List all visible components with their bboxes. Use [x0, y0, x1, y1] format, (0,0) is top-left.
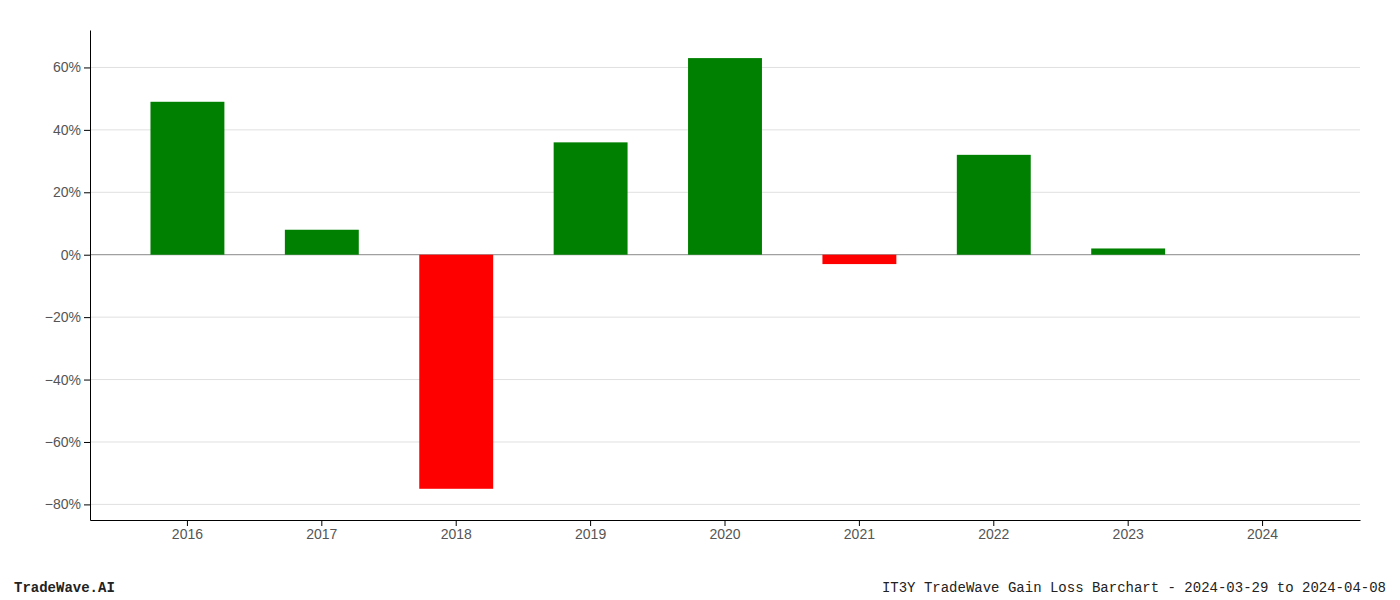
grid-line: [90, 379, 1360, 380]
bar: [957, 155, 1031, 255]
x-tick: 2023: [1113, 520, 1144, 542]
x-tick-label: 2017: [306, 526, 337, 542]
bar: [822, 255, 896, 264]
y-tick-mark: [84, 504, 90, 505]
y-tick: −60%: [45, 434, 90, 450]
x-tick-label: 2019: [575, 526, 606, 542]
x-tick: 2017: [306, 520, 337, 542]
bar: [1226, 254, 1300, 255]
bars: [150, 58, 1165, 489]
bar: [554, 142, 628, 254]
x-tick: 2020: [709, 520, 740, 542]
y-tick-mark: [84, 380, 90, 381]
y-tick-label: −80%: [45, 496, 81, 512]
y-tick: 0%: [61, 247, 90, 263]
bar: [285, 230, 359, 255]
y-tick-label: 0%: [61, 247, 81, 263]
x-tick-label: 2020: [709, 526, 740, 542]
x-tick: 2016: [172, 520, 203, 542]
x-tick: 2022: [978, 520, 1009, 542]
x-axis: 2016 2017 2018 2019 2020 2021 2022 2023 2024: [91, 520, 1361, 542]
bar: [419, 255, 493, 489]
y-tick: 40%: [53, 122, 90, 138]
grid-line: [90, 317, 1360, 318]
bar: [1091, 248, 1165, 254]
footer-right: IT3Y TradeWave Gain Loss Barchart - 2024…: [882, 580, 1386, 596]
grid-line: [90, 441, 1360, 442]
bar: [688, 58, 762, 255]
y-tick-label: −40%: [45, 372, 81, 388]
x-tick-label: 2022: [978, 526, 1009, 542]
y-tick-label: 20%: [53, 184, 81, 200]
bar: [150, 102, 224, 255]
y-tick-label: 40%: [53, 122, 81, 138]
x-tick-label: 2023: [1113, 526, 1144, 542]
y-tick-mark: [84, 67, 90, 68]
x-tick: 2019: [575, 520, 606, 542]
y-tick-mark: [84, 442, 90, 443]
y-tick: −80%: [45, 496, 90, 512]
x-tick: 2018: [441, 520, 472, 542]
y-tick-label: −60%: [45, 434, 81, 450]
y-tick: −40%: [45, 372, 90, 388]
y-tick: 60%: [53, 59, 90, 75]
y-tick: 20%: [53, 184, 90, 200]
y-axis: −80% −60% −40% −20% 0% 20% 40% 60%: [45, 31, 91, 521]
x-tick: 2024: [1247, 520, 1278, 542]
y-tick-mark: [84, 192, 90, 193]
grid-line: [90, 504, 1360, 505]
x-tick: 2021: [844, 520, 875, 542]
x-tick-label: 2016: [172, 526, 203, 542]
x-tick-label: 2021: [844, 526, 875, 542]
y-tick-mark: [84, 317, 90, 318]
y-tick-label: −20%: [45, 309, 81, 325]
y-tick-mark: [84, 130, 90, 131]
y-tick-label: 60%: [53, 59, 81, 75]
x-tick-label: 2018: [441, 526, 472, 542]
plot: −80%−60%−40%−20%0%20%40%60%2016201720182…: [45, 31, 1361, 542]
y-tick-mark: [84, 255, 90, 256]
x-tick-label: 2024: [1247, 526, 1278, 542]
y-tick: −20%: [45, 309, 90, 325]
chart: −80%−60%−40%−20%0%20%40%60%2016201720182…: [0, 0, 1400, 600]
y-axis-line: [90, 31, 91, 521]
footer-left: TradeWave.AI: [14, 580, 115, 596]
